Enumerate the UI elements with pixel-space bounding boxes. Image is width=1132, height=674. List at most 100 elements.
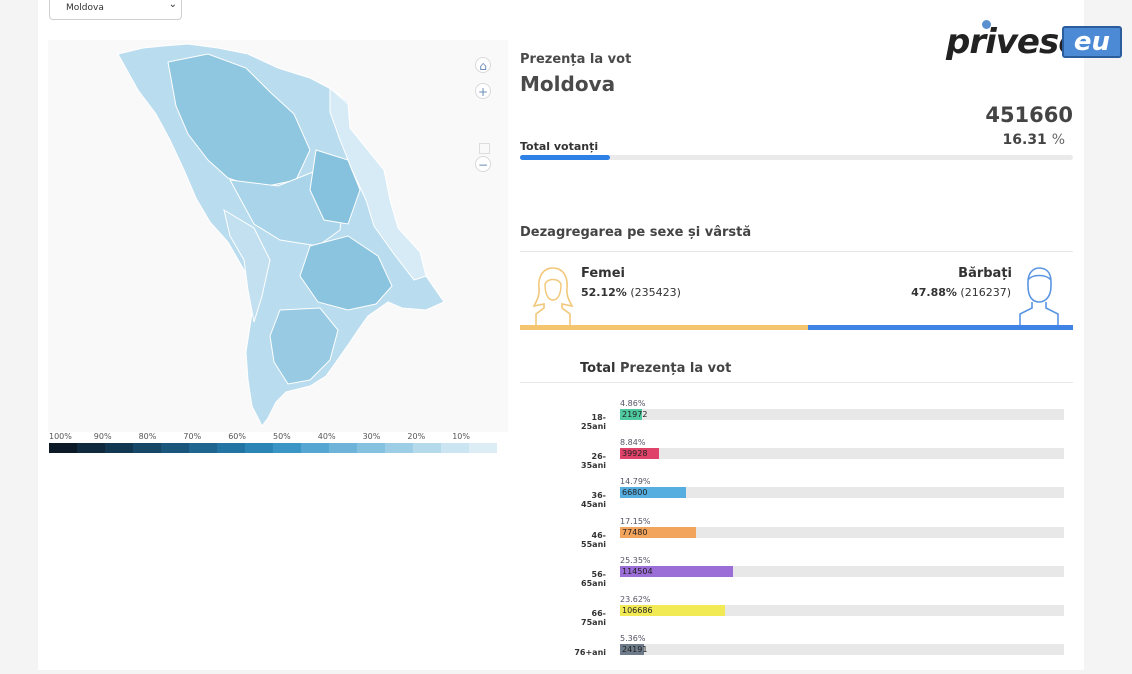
male-label: Bărbați xyxy=(958,266,1012,281)
age-percent: 5.36% xyxy=(620,634,646,644)
scale-swatch xyxy=(217,443,245,453)
scale-swatch xyxy=(301,443,329,453)
age-bar-track: 106686 xyxy=(620,605,1064,616)
map-color-scale xyxy=(49,443,497,453)
ages-header-turnout: Prezența la vot xyxy=(620,361,732,376)
age-label: 46-55ani xyxy=(581,530,606,549)
scale-swatch xyxy=(441,443,469,453)
age-bar-track: 39928 xyxy=(620,448,1064,460)
logo-main-text: privesc xyxy=(946,22,1078,62)
age-label: 56-65ani xyxy=(581,569,606,588)
chevron-down-icon: ⌄ xyxy=(168,0,177,10)
age-count: 39928 xyxy=(622,449,648,459)
scale-swatch xyxy=(385,443,413,453)
age-bar-track: 21972 xyxy=(620,409,1064,420)
turnout-percent: 16.31 % xyxy=(1003,132,1065,148)
age-row: 76+ani 5.36% 24191 xyxy=(520,634,1073,674)
age-bar-track: 114504 xyxy=(620,565,1064,577)
ages-header-total: Total xyxy=(580,361,616,376)
age-bar-fill: 39928 xyxy=(620,448,660,460)
scale-label: 30% xyxy=(362,432,381,441)
map-home-button[interactable]: ⌂ xyxy=(475,57,491,73)
total-voters-count: 451660 xyxy=(985,103,1073,127)
male-stats: 47.88% (216237) xyxy=(911,286,1011,299)
age-label: 36-45ani xyxy=(581,491,606,510)
scale-swatch xyxy=(49,443,77,453)
scale-swatch xyxy=(273,443,301,453)
female-percent: 52.12% xyxy=(581,286,627,299)
scale-swatch xyxy=(189,443,217,453)
home-icon: ⌂ xyxy=(479,59,487,73)
page-container: Moldova ⌄ ⌂ + − 100% 90% 80% 70% 60% 50% 40% 30… xyxy=(38,0,1084,670)
scale-swatch xyxy=(329,443,357,453)
turnout-progress-fill xyxy=(520,155,611,160)
map-region-south xyxy=(269,307,339,385)
age-count: 24191 xyxy=(622,645,648,655)
age-percent: 4.86% xyxy=(620,399,646,408)
scale-label: 60% xyxy=(228,432,246,441)
scale-label: 80% xyxy=(138,432,157,441)
age-bar-track: 66800 xyxy=(620,487,1064,499)
age-row: 46-55ani 17.15% 77480 xyxy=(520,517,1073,557)
age-bar-track: 24191 xyxy=(620,644,1064,656)
male-avatar-icon xyxy=(1019,267,1059,326)
scale-swatch xyxy=(105,443,133,453)
age-count: 114504 xyxy=(622,566,653,576)
turnout-heading: Prezența la vot xyxy=(520,52,632,67)
turnout-percent-unit: % xyxy=(1051,132,1065,148)
moldova-map[interactable] xyxy=(48,40,508,432)
gender-female-segment xyxy=(520,325,809,330)
map-zoom-out-button[interactable]: − xyxy=(475,156,491,172)
scale-label: 50% xyxy=(273,432,291,441)
age-row: 36-45ani 14.79% 66800 xyxy=(520,477,1073,517)
age-bar-fill: 21972 xyxy=(620,409,647,420)
scale-label: 10% xyxy=(452,432,470,441)
age-bar-fill: 106686 xyxy=(620,605,725,616)
gender-male-segment xyxy=(808,325,1073,330)
gender-split-bar xyxy=(520,325,1073,330)
map-zoom-slider-handle[interactable] xyxy=(479,143,490,154)
scale-label: 90% xyxy=(93,432,112,441)
age-count: 106686 xyxy=(622,606,653,615)
male-percent: 47.88% xyxy=(911,286,957,299)
privesc-logo: privesc eu xyxy=(946,20,1126,66)
male-count: (216237) xyxy=(960,286,1011,299)
logo-dot xyxy=(982,20,991,29)
female-count: (235423) xyxy=(630,286,681,299)
age-label: 66-75ani xyxy=(581,609,606,627)
turnout-progress-track xyxy=(520,155,1073,160)
age-percent: 14.79% xyxy=(620,477,651,487)
region-select[interactable]: Moldova ⌄ xyxy=(49,0,182,20)
scale-label: 70% xyxy=(183,432,202,441)
map-region-transnistria xyxy=(329,86,427,281)
scale-label: 100% xyxy=(49,432,72,441)
age-count: 66800 xyxy=(622,488,648,498)
map-region-west xyxy=(223,208,271,323)
region-select-value: Moldova xyxy=(66,3,104,13)
map-scale-labels: 100% 90% 80% 70% 60% 50% 40% 30% 20% 10% xyxy=(49,432,497,442)
map-zoom-in-button[interactable]: + xyxy=(475,83,491,99)
scale-swatch xyxy=(161,443,189,453)
age-row: 56-65ani 25.35% 114504 xyxy=(520,556,1073,596)
divider xyxy=(520,382,1073,383)
scale-swatch xyxy=(133,443,161,453)
age-percent: 17.15% xyxy=(620,516,651,526)
scale-swatch xyxy=(357,443,385,453)
age-label: 76+ani xyxy=(574,648,606,658)
scale-swatch xyxy=(77,443,105,453)
scale-label: 20% xyxy=(407,432,426,441)
age-percent: 8.84% xyxy=(620,438,646,448)
age-bar-track: 77480 xyxy=(620,526,1064,538)
scale-label: 40% xyxy=(317,432,336,441)
map-svg xyxy=(117,43,445,427)
age-row: 66-75ani 23.62% 106686 xyxy=(520,595,1073,635)
age-label: 26-35ani xyxy=(581,452,606,471)
age-bar-fill: 24191 xyxy=(620,644,648,656)
divider xyxy=(520,251,1073,252)
female-avatar-icon xyxy=(532,267,574,326)
turnout-percent-value: 16.31 xyxy=(1002,132,1047,148)
scale-swatch xyxy=(413,443,441,453)
scale-swatch xyxy=(469,443,497,453)
total-voters-label: Total votanți xyxy=(520,140,599,153)
age-row: 18-25ani 4.86% 21972 xyxy=(520,399,1073,439)
